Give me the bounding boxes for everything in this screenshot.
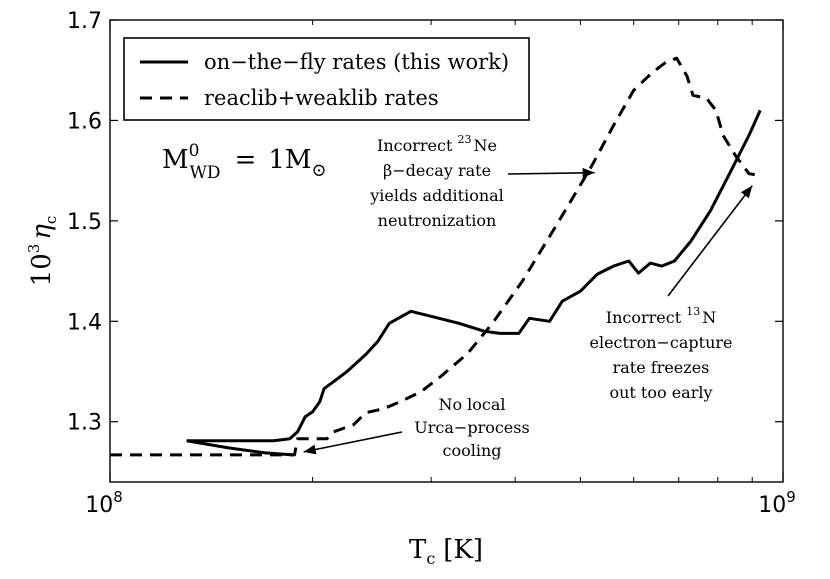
mass-label: M0 WD = 1M⊙	[162, 141, 327, 183]
series-line-reaclib	[110, 56, 763, 457]
annotation-n13-line1: Incorrect 13 N	[606, 305, 716, 327]
arrow-urca-shaft	[303, 431, 403, 453]
arrow-layer	[303, 167, 753, 455]
x-axis-ticks: 108 109	[85, 20, 796, 518]
y-tick-label-2: 1.5	[67, 210, 102, 235]
arrow-ne23-shaft	[507, 171, 595, 175]
y-tick-label-1: 1.4	[67, 310, 102, 335]
arrow-n13-shaft	[667, 185, 753, 297]
x-tick-label-0: 108	[85, 488, 123, 518]
svg-text:103ηc: 103ηc	[25, 216, 60, 287]
y-tick-label-4: 1.7	[67, 9, 102, 34]
annotation-ne23-line1: Incorrect 23 Ne	[377, 133, 497, 155]
series-line-on-the-fly	[186, 109, 762, 443]
annotation-urca: No local Urca−process cooling	[414, 395, 529, 460]
annotation-ne23-line4: neutronization	[378, 211, 497, 230]
annotation-ne23-line2: β−decay rate	[383, 161, 491, 180]
annotation-n13: Incorrect 13 N electron−capture rate free…	[589, 305, 732, 402]
plot-frame	[109, 19, 784, 483]
annotation-ne23-line3: yields additional	[369, 186, 504, 205]
legend: on−the−fly rates (this work) reaclib+wea…	[123, 37, 530, 121]
series-line-on-the-fly-branch	[186, 439, 294, 457]
arrow-n13-head	[740, 185, 753, 199]
legend-solid-label: on−the−fly rates (this work)	[204, 50, 509, 74]
y-axis-title: 103ηc	[25, 216, 60, 287]
y-tick-label-3: 1.6	[67, 109, 102, 134]
annotation-urca-line2: Urca−process	[414, 418, 529, 437]
legend-box	[123, 37, 530, 121]
annotation-n13-line2: electron−capture	[589, 333, 732, 352]
y-tick-label-0: 1.3	[67, 411, 102, 436]
series-layer	[110, 56, 763, 457]
annotation-urca-line3: cooling	[442, 441, 501, 460]
y-axis-ticks: 1.3 1.4 1.5 1.6 1.7	[67, 9, 783, 436]
annotation-ne23: Incorrect 23 Ne β−decay rate yields addit…	[369, 133, 504, 230]
arrow-urca-head	[303, 444, 317, 455]
x-tick-label-1: 109	[758, 488, 796, 518]
annotation-n13-line3: rate freezes	[613, 358, 710, 377]
x-axis-title: Tc [K]	[409, 535, 483, 568]
arrow-ne23-head	[582, 167, 595, 178]
legend-dashed-label: reaclib+weaklib rates	[204, 86, 439, 110]
annotation-n13-line4: out too early	[609, 383, 712, 402]
annotation-urca-line1: No local	[438, 395, 505, 414]
